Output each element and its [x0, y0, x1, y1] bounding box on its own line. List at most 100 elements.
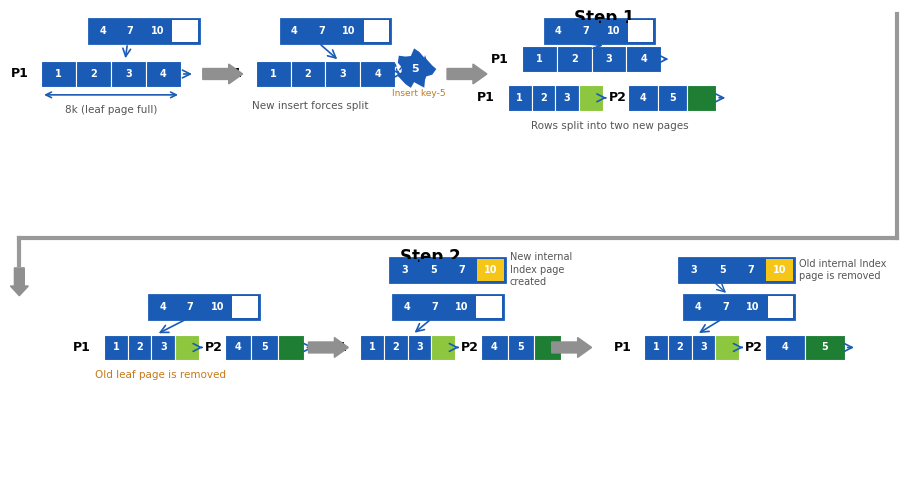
Text: P2: P2 — [461, 341, 479, 354]
FancyArrow shape — [203, 64, 242, 84]
FancyArrow shape — [10, 268, 29, 295]
Text: New internal
Index page
created: New internal Index page created — [510, 252, 573, 288]
Bar — [175, 334, 199, 360]
Text: 3: 3 — [701, 342, 707, 352]
Bar — [278, 334, 304, 360]
Text: P1: P1 — [477, 92, 495, 104]
Bar — [151, 334, 175, 360]
Bar — [627, 46, 661, 72]
Text: 1: 1 — [112, 342, 119, 352]
Bar — [128, 334, 151, 360]
Bar — [507, 334, 534, 360]
Bar — [393, 294, 502, 318]
Text: Step 2: Step 2 — [400, 248, 460, 266]
Bar — [361, 61, 396, 87]
Text: 4: 4 — [404, 302, 410, 312]
Text: 3: 3 — [160, 342, 167, 352]
Bar — [280, 20, 390, 43]
Bar — [117, 20, 143, 42]
Text: Rows split into two new pages: Rows split into two new pages — [531, 120, 689, 130]
Bar — [685, 296, 711, 318]
Bar — [448, 259, 475, 281]
Bar — [252, 334, 278, 360]
Text: P2: P2 — [205, 341, 222, 354]
Bar — [391, 259, 418, 281]
Text: P1: P1 — [613, 341, 632, 354]
Bar — [478, 259, 503, 281]
Text: 4: 4 — [491, 342, 498, 352]
Bar — [765, 334, 805, 360]
Text: 4: 4 — [374, 69, 381, 79]
Text: 2: 2 — [304, 69, 312, 79]
Bar — [532, 85, 555, 111]
Bar — [364, 20, 389, 42]
Text: 5: 5 — [411, 64, 419, 74]
Text: P1: P1 — [491, 52, 509, 66]
Bar — [628, 20, 654, 42]
FancyArrow shape — [551, 338, 592, 357]
Text: 7: 7 — [583, 26, 589, 36]
Text: 10: 10 — [342, 26, 356, 36]
Bar — [768, 296, 793, 318]
Bar — [281, 20, 307, 42]
Text: 5: 5 — [719, 265, 726, 275]
FancyArrow shape — [447, 64, 487, 84]
Bar — [150, 296, 175, 318]
Text: 10: 10 — [151, 26, 164, 36]
Bar — [579, 85, 603, 111]
Text: 10: 10 — [746, 302, 760, 312]
Bar — [290, 61, 325, 87]
Bar — [384, 334, 408, 360]
Text: Insert key-5: Insert key-5 — [393, 89, 446, 98]
Text: 3: 3 — [339, 69, 347, 79]
Text: P1: P1 — [225, 68, 242, 80]
Bar — [508, 85, 532, 111]
Bar — [738, 259, 764, 281]
Bar — [687, 85, 716, 111]
Text: 7: 7 — [431, 302, 438, 312]
Text: 7: 7 — [458, 265, 466, 275]
Text: 2: 2 — [393, 342, 399, 352]
Text: 4: 4 — [641, 54, 647, 64]
Text: 1: 1 — [55, 69, 62, 79]
Bar — [555, 85, 579, 111]
Bar — [713, 296, 739, 318]
Bar — [420, 259, 446, 281]
Bar — [90, 20, 115, 42]
Text: 7: 7 — [318, 26, 325, 36]
Text: 7: 7 — [186, 302, 194, 312]
Bar — [680, 259, 707, 281]
Bar — [390, 258, 505, 282]
Bar — [557, 46, 592, 72]
Text: 3: 3 — [691, 265, 697, 275]
Bar — [149, 294, 258, 318]
Bar — [657, 85, 687, 111]
Bar — [337, 20, 361, 42]
Text: 4: 4 — [640, 93, 646, 103]
Bar — [449, 296, 475, 318]
Text: 3: 3 — [125, 69, 132, 79]
Text: 1: 1 — [270, 69, 277, 79]
Bar — [408, 334, 431, 360]
Text: P1: P1 — [329, 341, 348, 354]
Text: P1: P1 — [10, 68, 29, 80]
Bar — [715, 334, 739, 360]
Text: 3: 3 — [563, 93, 571, 103]
Text: 7: 7 — [127, 26, 134, 36]
Text: 1: 1 — [653, 342, 659, 352]
Bar — [77, 61, 111, 87]
Bar — [41, 61, 77, 87]
Text: 2: 2 — [540, 93, 547, 103]
Text: P1: P1 — [73, 341, 91, 354]
Text: 3: 3 — [606, 54, 612, 64]
Bar — [395, 296, 420, 318]
Text: 4: 4 — [160, 302, 166, 312]
Bar — [361, 334, 384, 360]
Text: Step 1: Step 1 — [574, 10, 635, 28]
Text: 8k (leaf page full): 8k (leaf page full) — [65, 105, 158, 115]
Bar — [104, 334, 128, 360]
Text: 3: 3 — [416, 342, 423, 352]
Bar — [644, 334, 668, 360]
Bar — [573, 20, 598, 42]
Text: 4: 4 — [100, 26, 106, 36]
